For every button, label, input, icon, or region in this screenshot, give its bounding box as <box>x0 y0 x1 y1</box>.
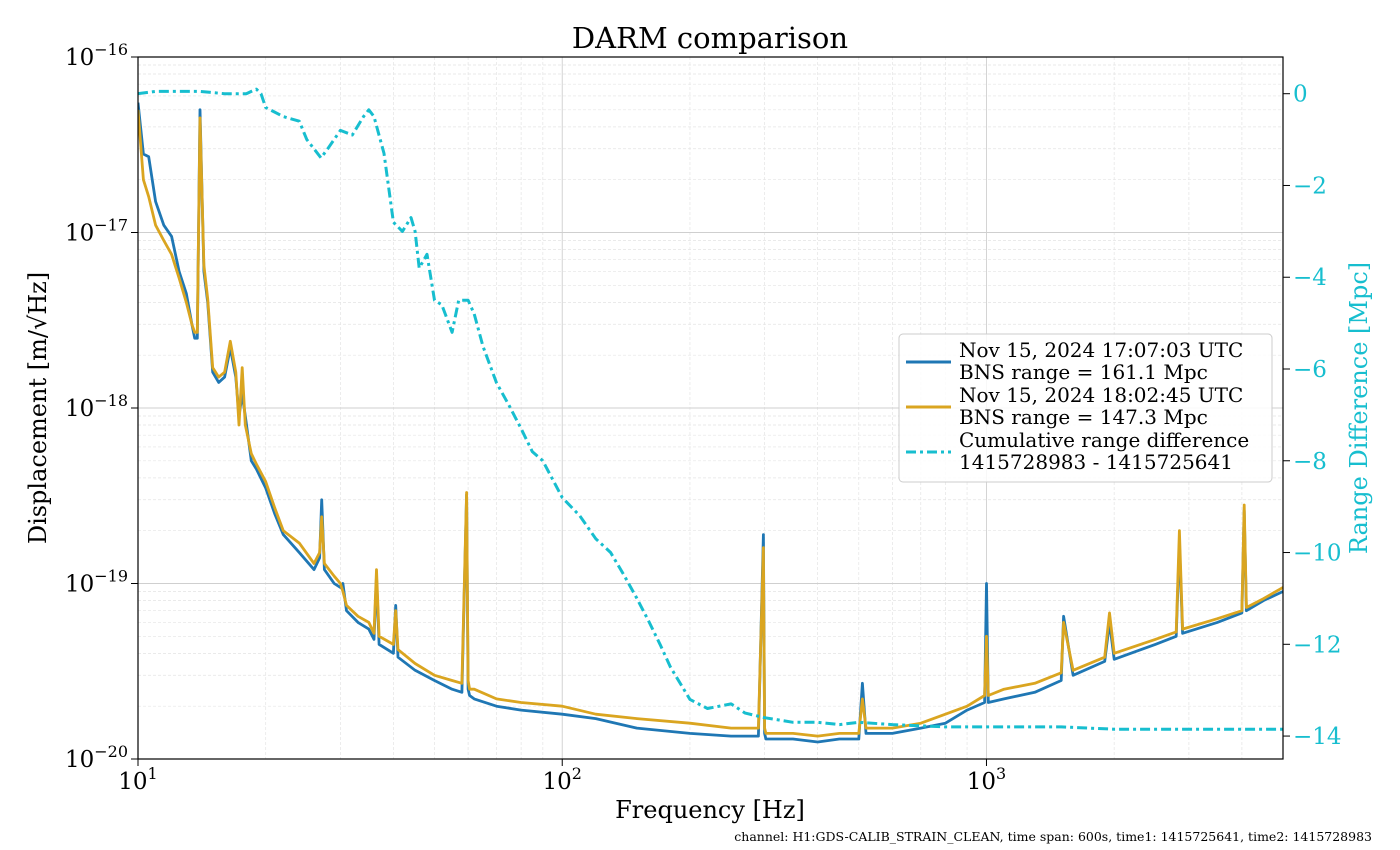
legend-box <box>898 333 1273 483</box>
x-tick-label: 103 <box>967 764 1006 795</box>
series-line-1 <box>138 102 1283 744</box>
y-tick-label: 10−18 <box>65 391 128 422</box>
series-line-3 <box>138 87 1283 731</box>
y2-tick-label: −14 <box>1293 724 1342 750</box>
x-tick-label: 101 <box>118 764 157 795</box>
y-tick-label: 10−16 <box>65 40 128 71</box>
y2-tick-label: −8 <box>1293 449 1327 475</box>
legend-label-2: Nov 15, 2024 18:02:45 UTC <box>959 383 1243 407</box>
y-tick-label: 10−17 <box>65 216 128 247</box>
chart-title: DARM comparison <box>572 21 848 55</box>
legend-label-1: BNS range = 161.1 Mpc <box>959 360 1208 384</box>
y-tick-label: 10−20 <box>65 742 128 773</box>
y2-tick-label: −4 <box>1293 265 1327 291</box>
y2-tick-label: −2 <box>1293 173 1327 199</box>
legend-label-3: Cumulative range difference <box>959 428 1249 452</box>
x-tick-label: 102 <box>543 764 582 795</box>
y2-tick-label: −6 <box>1293 357 1327 383</box>
series-group <box>138 87 1283 744</box>
y2-tick-label: −10 <box>1293 541 1342 567</box>
axis-ticks: 101 102 103 10−16 10−17 10−18 10−19 10−20 0 −2 −4 −… <box>65 40 1342 795</box>
y2-axis-label: Range Difference [Mpc] <box>1345 262 1373 554</box>
y-axis-label: Displacement [m/√Hz] <box>24 272 52 544</box>
legend-label-3: 1415728983 - 1415725641 <box>959 450 1233 474</box>
y-tick-label: 10−19 <box>65 567 128 598</box>
footnote: channel: H1:GDS-CALIB_STRAIN_CLEAN, time… <box>734 829 1372 844</box>
y2-tick-label: 0 <box>1293 82 1308 108</box>
series-line-2 <box>138 109 1283 738</box>
x-axis-label: Frequency [Hz] <box>615 796 805 824</box>
legend-label-2: BNS range = 147.3 Mpc <box>959 405 1208 429</box>
y2-tick-label: −12 <box>1293 632 1342 658</box>
legend-label-1: Nov 15, 2024 17:07:03 UTC <box>959 338 1243 362</box>
